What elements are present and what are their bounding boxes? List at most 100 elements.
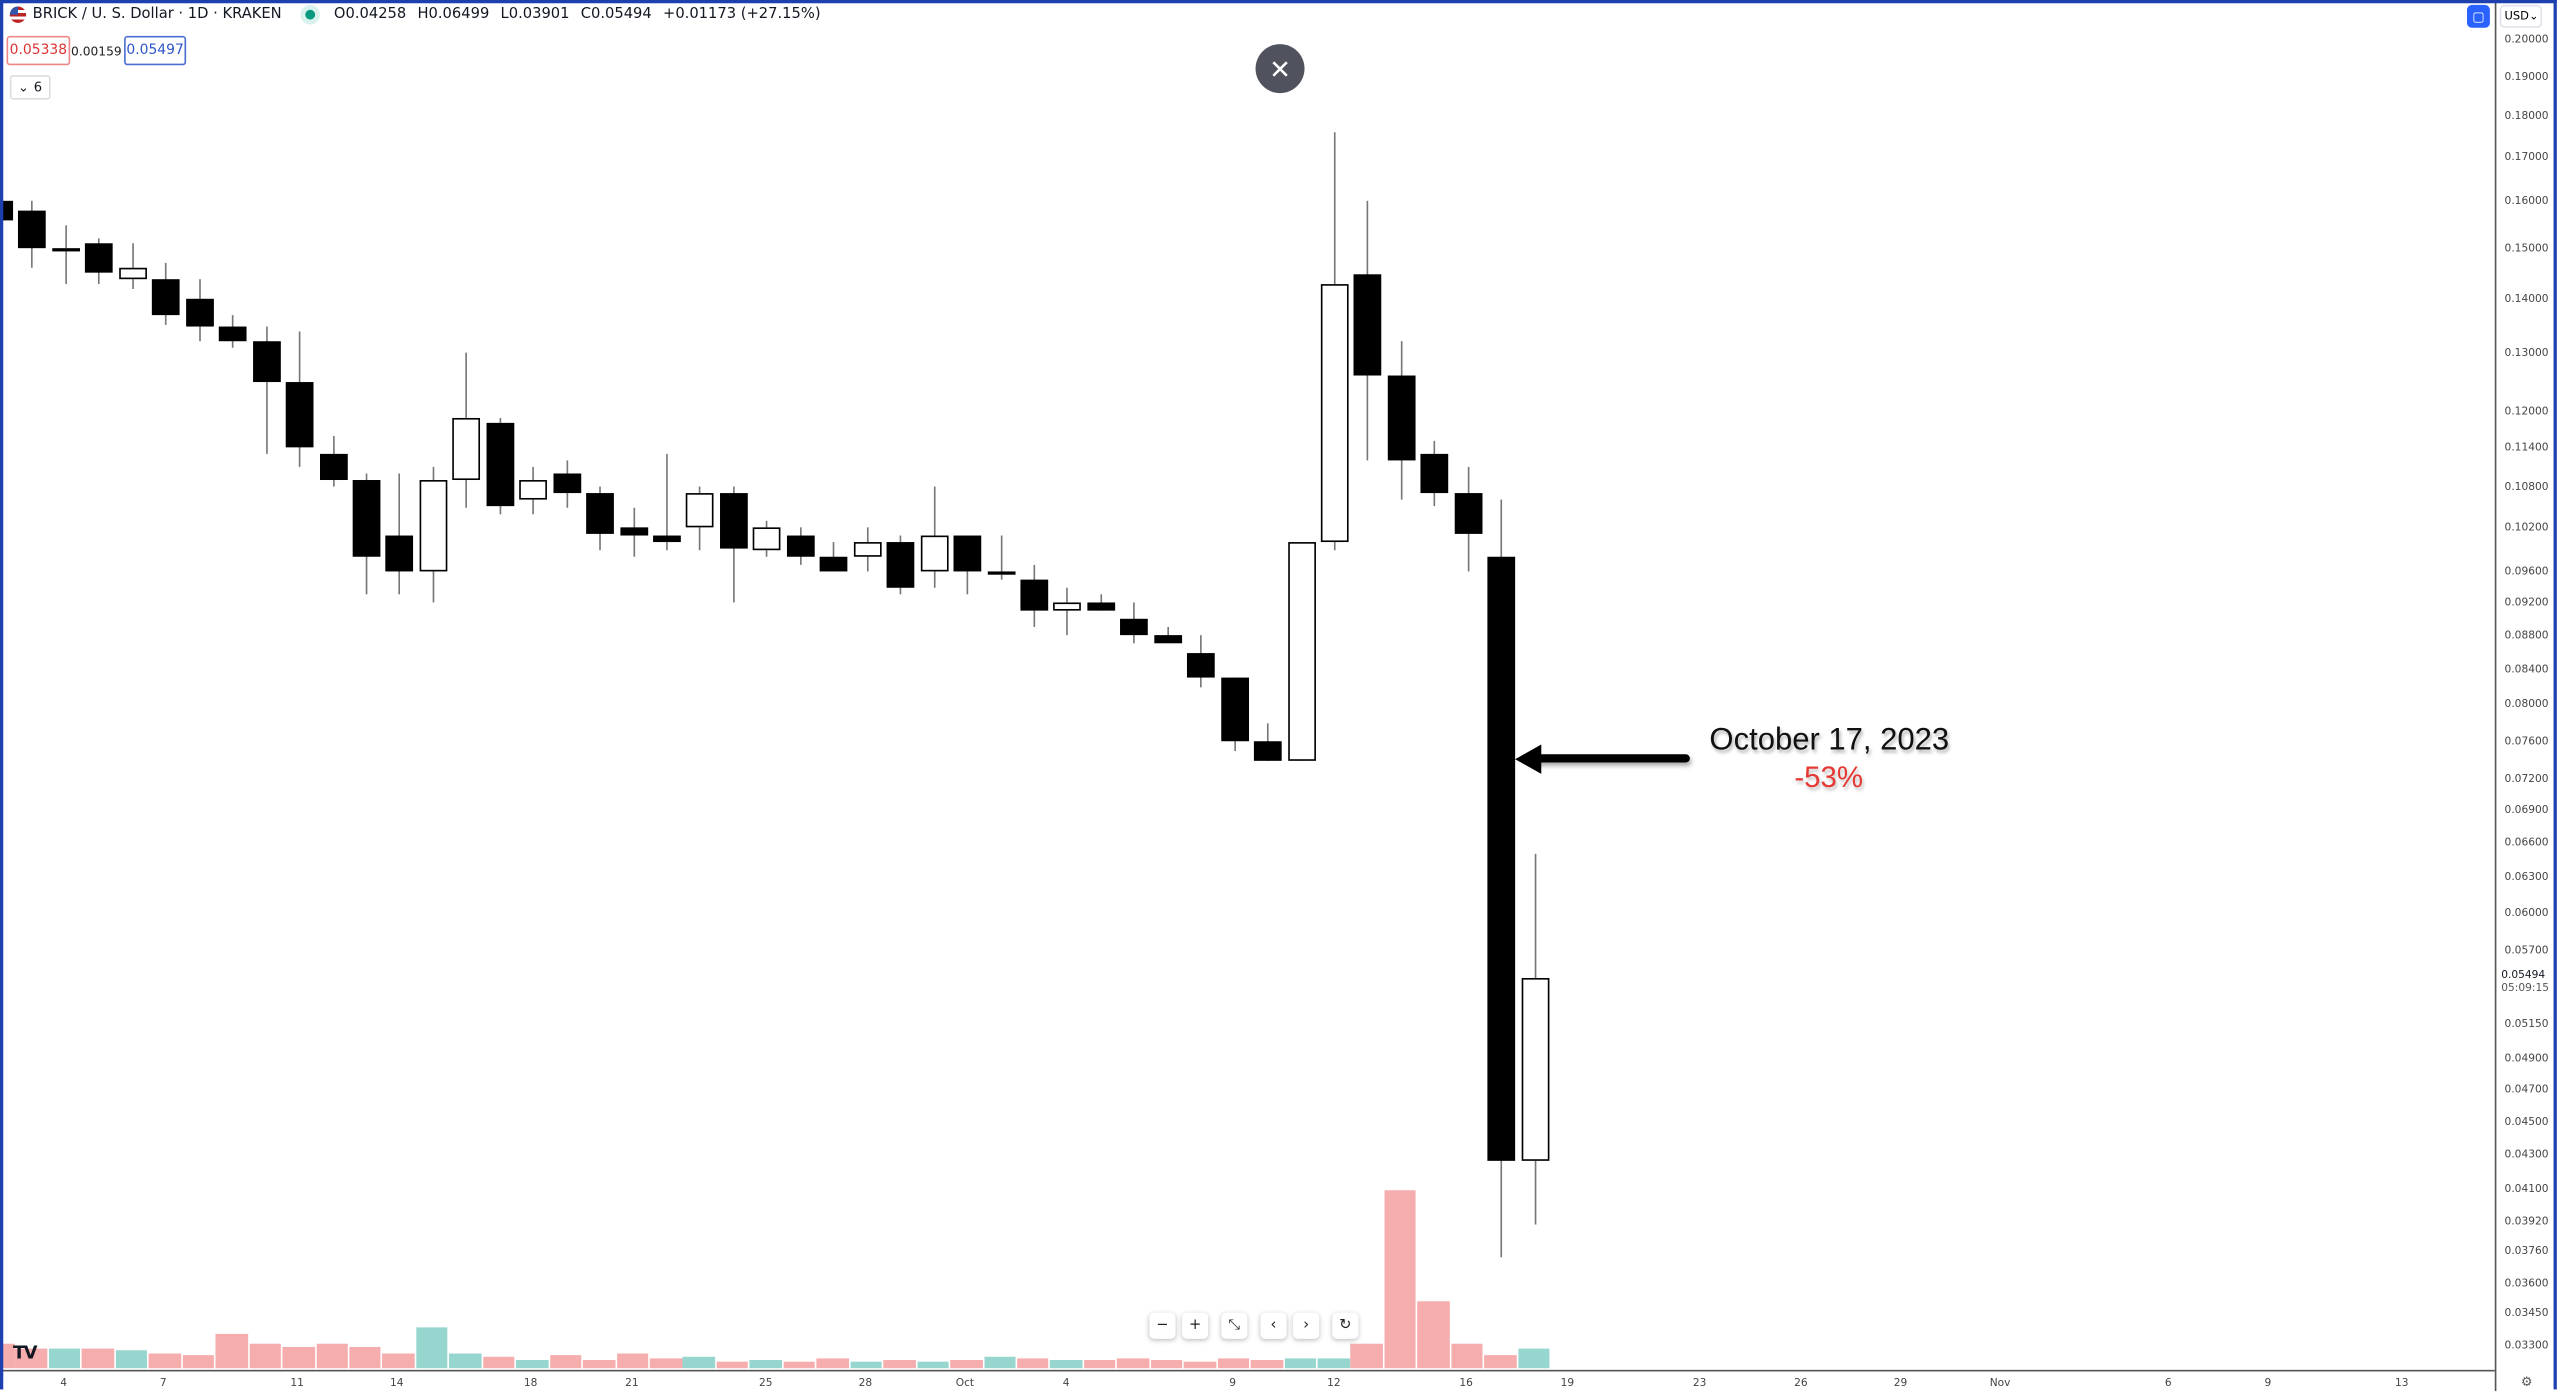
zoom-in-button[interactable]: + xyxy=(1182,1312,1209,1339)
buy-price-button[interactable]: 0.05497 xyxy=(124,35,187,66)
bearish-candle[interactable] xyxy=(486,423,514,507)
bearish-candle[interactable] xyxy=(719,493,748,550)
bearish-candle[interactable] xyxy=(1087,602,1115,611)
time-tick: 4 xyxy=(1062,1376,1070,1390)
bearish-candle[interactable] xyxy=(219,325,247,342)
candle-wick xyxy=(1000,534,1002,580)
bearish-candle[interactable] xyxy=(185,298,214,326)
volume-bar xyxy=(1417,1300,1450,1369)
volume-bar xyxy=(1484,1354,1517,1369)
volume-bar xyxy=(1150,1360,1183,1369)
bullish-candle[interactable] xyxy=(753,527,781,550)
bullish-candle[interactable] xyxy=(853,542,882,557)
bearish-candle[interactable] xyxy=(385,534,414,572)
bearish-candle[interactable] xyxy=(319,453,347,481)
bullish-candle[interactable] xyxy=(1521,977,1549,1162)
volume-bar xyxy=(716,1362,749,1369)
volume-bar xyxy=(382,1352,415,1369)
volume-bar xyxy=(349,1347,382,1369)
bullish-candle[interactable] xyxy=(686,493,715,528)
symbol-title[interactable]: BRICK / U. S. Dollar · 1D · KRAKEN xyxy=(32,6,282,23)
reset-scale-button[interactable]: ⤡ xyxy=(1221,1312,1248,1339)
time-tick: 23 xyxy=(1692,1376,1707,1390)
price-tick: 0.13000 xyxy=(2504,346,2549,360)
settings-gear-icon[interactable]: ⚙ xyxy=(2520,1374,2533,1390)
price-tick: 0.04500 xyxy=(2504,1115,2549,1129)
bearish-candle[interactable] xyxy=(586,493,615,535)
bullish-candle[interactable] xyxy=(419,480,448,572)
bullish-candle[interactable] xyxy=(118,268,147,279)
market-status-icon xyxy=(304,9,315,20)
volume-bar xyxy=(0,1343,14,1369)
bearish-candle[interactable] xyxy=(1153,635,1182,644)
volume-bar xyxy=(1284,1358,1317,1369)
bearish-candle[interactable] xyxy=(0,200,14,220)
sell-price-button[interactable]: 0.05338 xyxy=(6,35,71,66)
price-axis[interactable]: 0.20000 0.19000 0.18000 0.17000 0.16000 0.150… xyxy=(2494,0,2559,1392)
price-tick: 0.15000 xyxy=(2504,241,2549,255)
time-tick: 26 xyxy=(1794,1376,1808,1390)
bearish-candle[interactable] xyxy=(820,556,848,572)
close-icon[interactable]: ✕ xyxy=(1255,44,1305,94)
bearish-candle[interactable] xyxy=(1020,579,1049,611)
bearish-candle[interactable] xyxy=(285,382,314,448)
price-tick: 0.20000 xyxy=(2504,32,2549,46)
volume-bar xyxy=(1350,1343,1383,1369)
bearish-candle[interactable] xyxy=(18,210,47,249)
bearish-candle[interactable] xyxy=(1387,376,1416,461)
bearish-candle[interactable] xyxy=(252,341,281,383)
bearish-candle[interactable] xyxy=(653,534,681,543)
indicators-toggle[interactable]: ⌄ 6 xyxy=(9,75,51,100)
bearish-candle[interactable] xyxy=(1421,453,1449,494)
volume-bar xyxy=(82,1348,115,1369)
bearish-candle[interactable] xyxy=(1187,652,1216,678)
volume-bar xyxy=(148,1352,181,1369)
bullish-candle[interactable] xyxy=(1287,542,1316,761)
bearish-candle[interactable] xyxy=(85,243,114,274)
bullish-candle[interactable] xyxy=(986,571,1015,575)
bearish-candle[interactable] xyxy=(1487,556,1516,1162)
bearish-candle[interactable] xyxy=(953,534,982,572)
time-axis[interactable]: 4 7 11 14 18 21 25 28 Oct 4 9 12 16 19 23 26 29 Nov 6 9 13 xyxy=(0,1369,2495,1393)
scroll-left-button[interactable]: ‹ xyxy=(1260,1312,1287,1339)
volume-bar xyxy=(416,1327,448,1369)
bearish-candle[interactable] xyxy=(352,480,381,557)
time-tick: 13 xyxy=(2394,1376,2409,1390)
price-tick: 0.09200 xyxy=(2504,595,2549,609)
annotation-date: October 17, 2023 xyxy=(1709,723,1950,758)
bearish-candle[interactable] xyxy=(1354,273,1382,377)
volume-bar xyxy=(1083,1360,1116,1369)
volume-bar xyxy=(583,1360,615,1369)
bearish-candle[interactable] xyxy=(886,542,915,587)
bullish-candle[interactable] xyxy=(1053,602,1082,611)
price-tick: 0.05700 xyxy=(2504,943,2549,957)
bearish-candle[interactable] xyxy=(786,534,815,557)
ohlc-values: O0.04258 H0.06499 L0.03901 C0.05494 +0.0… xyxy=(334,7,827,23)
bullish-candle[interactable] xyxy=(519,480,548,501)
volume-bar xyxy=(850,1362,882,1369)
scroll-right-button[interactable]: › xyxy=(1293,1312,1320,1339)
fullscreen-icon[interactable]: ▢ xyxy=(2467,4,2490,28)
reset-chart-button[interactable]: ↻ xyxy=(1332,1312,1359,1339)
bearish-candle[interactable] xyxy=(152,278,181,315)
bearish-candle[interactable] xyxy=(1454,493,1483,535)
price-tick: 0.16000 xyxy=(2504,194,2549,208)
time-tick: 12 xyxy=(1327,1376,1341,1390)
bullish-candle[interactable] xyxy=(920,534,948,572)
bullish-candle[interactable] xyxy=(52,248,80,252)
candle-wick xyxy=(265,325,268,454)
bearish-candle[interactable] xyxy=(1220,677,1249,742)
volume-bar xyxy=(1050,1360,1083,1369)
bearish-candle[interactable] xyxy=(1120,618,1149,636)
currency-select[interactable]: USD ⌄ xyxy=(2499,4,2543,28)
zoom-out-button[interactable]: − xyxy=(1149,1312,1176,1339)
tradingview-logo[interactable]: TV xyxy=(13,1342,38,1364)
bearish-candle[interactable] xyxy=(1254,741,1282,761)
bullish-candle[interactable] xyxy=(452,417,481,480)
bearish-candle[interactable] xyxy=(619,527,648,535)
bullish-candle[interactable] xyxy=(1320,283,1349,543)
time-tick: 21 xyxy=(625,1376,639,1390)
bearish-candle[interactable] xyxy=(552,473,581,494)
open-value: O0.04258 xyxy=(333,6,407,23)
